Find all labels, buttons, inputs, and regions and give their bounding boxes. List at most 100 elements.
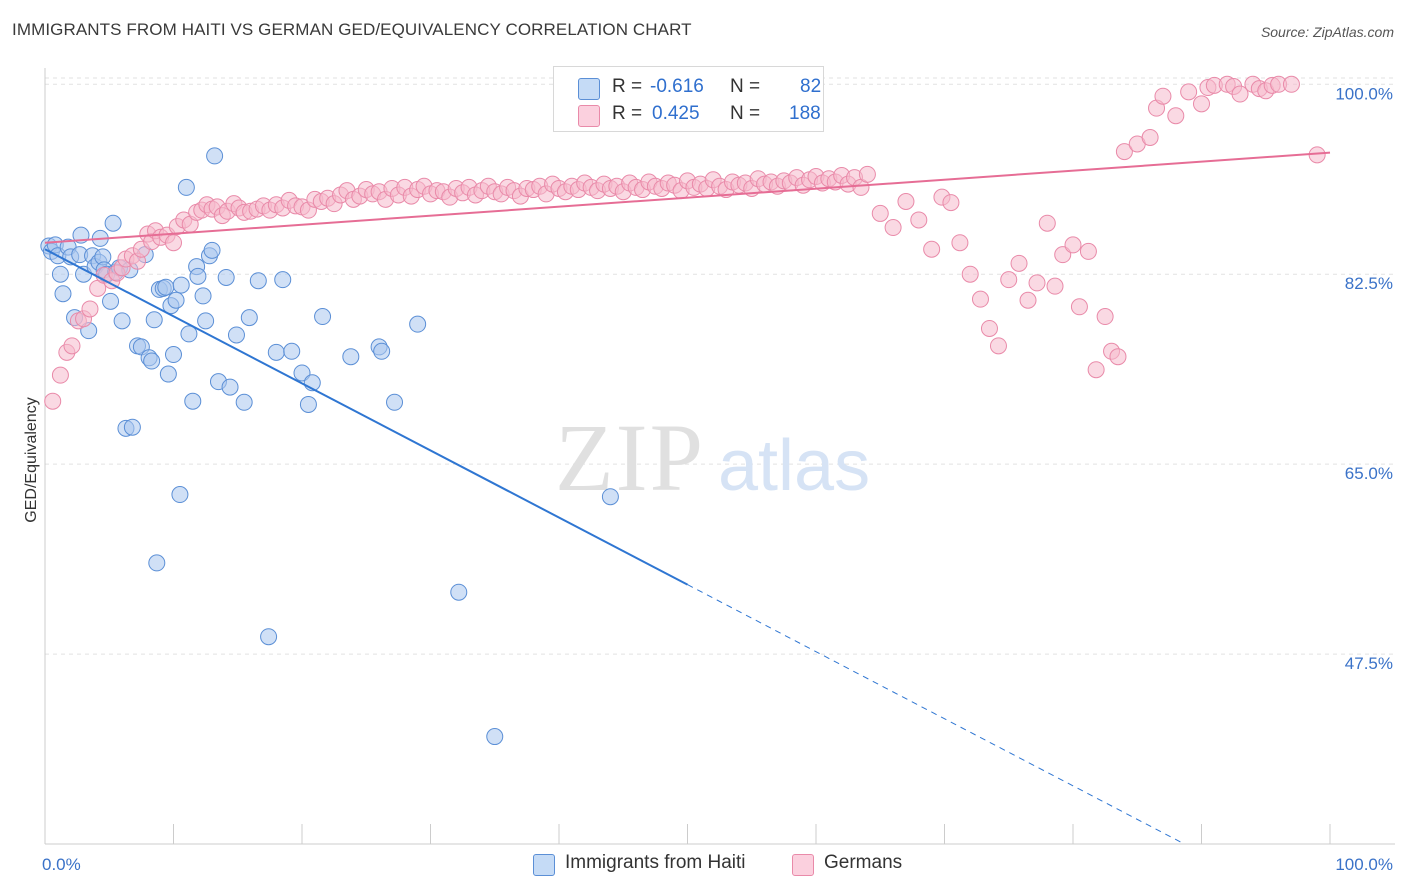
y-tick-label: 47.5% xyxy=(1345,654,1393,673)
bottom-legend-label-haiti: Immigrants from Haiti xyxy=(565,852,746,873)
germans-point xyxy=(1154,87,1172,105)
germans-point xyxy=(1109,348,1127,366)
haiti-trend-line xyxy=(44,248,688,586)
germans-point xyxy=(81,300,99,318)
haiti-point xyxy=(274,271,292,289)
germans-point xyxy=(63,337,81,355)
germans-point xyxy=(971,290,989,308)
chart-title: IMMIGRANTS FROM HAITI VS GERMAN GED/EQUI… xyxy=(12,20,692,39)
haiti-point xyxy=(260,628,278,646)
germans-point xyxy=(51,366,69,384)
haiti-point xyxy=(148,554,166,572)
legend-r-label: R = xyxy=(612,103,643,124)
germans-point xyxy=(165,234,182,252)
germans-point xyxy=(1019,291,1037,309)
haiti-point xyxy=(314,308,332,326)
haiti-trend-extrapolation xyxy=(687,584,1185,845)
haiti-point xyxy=(450,583,468,601)
germans-point xyxy=(989,337,1007,355)
haiti-point xyxy=(221,378,239,396)
germans-point xyxy=(1070,298,1088,316)
haiti-point xyxy=(180,325,198,343)
germans-point xyxy=(980,319,998,337)
y-tick-label: 100.0% xyxy=(1335,84,1393,103)
haiti-point xyxy=(267,343,285,361)
x-tick-label: 100.0% xyxy=(1335,855,1393,874)
haiti-point xyxy=(235,393,253,411)
haiti-point xyxy=(206,147,224,165)
bottom-legend-swatch-haiti xyxy=(533,854,555,876)
germans-point xyxy=(884,219,902,237)
legend-swatch-germans xyxy=(578,105,600,127)
haiti-point xyxy=(283,342,301,360)
watermark-atlas: atlas xyxy=(718,426,870,506)
bottom-legend-swatch-germans xyxy=(792,854,814,876)
legend-r-value: -0.616 xyxy=(650,76,704,97)
y-axis-label: GED/Equivalency xyxy=(23,397,40,522)
watermark-zip: ZIP xyxy=(555,404,705,511)
legend-n-label: N = xyxy=(730,103,761,124)
legend-n-value: 188 xyxy=(789,103,821,124)
haiti-point xyxy=(113,312,131,330)
haiti-point xyxy=(167,291,185,309)
haiti-point xyxy=(165,346,182,364)
axis-labels: 47.5% 65.0% 82.5% 100.0% 0.0% 100.0% GED/Equiv… xyxy=(23,84,1393,874)
haiti-point xyxy=(51,265,69,283)
haiti-point xyxy=(299,395,317,413)
haiti-point xyxy=(203,241,221,259)
germans-point xyxy=(871,204,889,222)
germans-point xyxy=(1141,128,1159,146)
haiti-point xyxy=(227,326,245,344)
x-tick-label: 0.0% xyxy=(42,855,81,874)
haiti-point xyxy=(249,272,267,290)
haiti-point xyxy=(171,486,189,504)
source-label: Source: ZipAtlas.com xyxy=(1260,24,1394,40)
germans-point xyxy=(858,165,876,183)
haiti-point xyxy=(184,392,202,410)
haiti-point xyxy=(143,352,161,370)
haiti-point xyxy=(104,214,122,232)
germans-point xyxy=(1180,83,1198,101)
y-tick-label: 65.0% xyxy=(1345,464,1393,483)
germans-point xyxy=(1167,107,1185,125)
germans-point xyxy=(923,240,941,258)
germans-point xyxy=(961,265,979,283)
germans-point xyxy=(1115,143,1133,161)
haiti-point xyxy=(293,364,311,382)
grid-lines xyxy=(45,77,1395,655)
legend-n-value: 82 xyxy=(800,76,822,97)
haiti-point xyxy=(373,342,391,360)
germans-point xyxy=(942,194,960,212)
haiti-point xyxy=(172,276,190,294)
legend-r-label: R = xyxy=(612,76,643,97)
germans-point xyxy=(1079,242,1097,260)
trend-lines xyxy=(44,151,1331,845)
haiti-point xyxy=(342,348,360,366)
haiti-point xyxy=(486,728,504,746)
germans-point xyxy=(1231,85,1249,103)
haiti-point xyxy=(177,178,195,196)
haiti-point xyxy=(194,287,212,305)
haiti-point xyxy=(601,488,619,506)
haiti-point xyxy=(197,312,215,330)
germans-point xyxy=(44,392,62,410)
germans-point xyxy=(1028,274,1046,292)
haiti-point xyxy=(157,278,175,296)
haiti-point xyxy=(102,292,120,310)
germans-point xyxy=(1054,246,1072,264)
haiti-point xyxy=(123,418,141,436)
germans-point xyxy=(1010,254,1028,272)
haiti-point xyxy=(217,268,235,286)
germans-point xyxy=(1046,277,1064,295)
legend-n-label: N = xyxy=(730,76,761,97)
legend-r-value: 0.425 xyxy=(652,103,700,124)
germans-point xyxy=(1000,271,1018,289)
haiti-point xyxy=(145,311,163,329)
y-tick-label: 82.5% xyxy=(1345,274,1393,293)
bottom-legend-label-germans: Germans xyxy=(824,852,903,873)
legend-swatch-haiti xyxy=(578,78,600,100)
haiti-point xyxy=(189,267,207,285)
germans-point xyxy=(1193,95,1210,113)
haiti-point xyxy=(386,393,404,411)
haiti-point xyxy=(54,285,72,303)
